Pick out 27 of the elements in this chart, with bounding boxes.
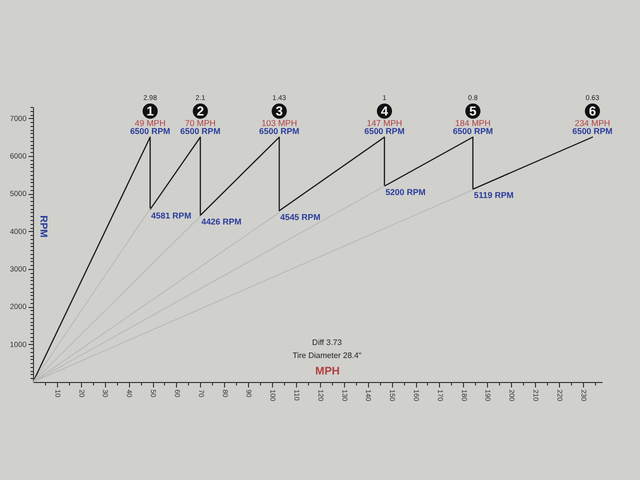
annotation: 6	[588, 104, 596, 119]
data-label: 6500 RPM	[572, 126, 613, 136]
y-axis-title: RPM	[38, 215, 48, 238]
annotation: 2	[196, 104, 204, 119]
data-label: 4581 RPM	[151, 210, 192, 220]
annotation: 1	[146, 104, 154, 119]
data-label: 4545 RPM	[280, 212, 320, 222]
annotation: 70 MPH	[184, 118, 216, 128]
data-label: 6500 RPM	[180, 126, 220, 136]
data-label: 6500 RPM	[452, 126, 493, 136]
annotation: 5	[469, 104, 477, 119]
annotation: Tire Diameter 28.4"	[292, 351, 362, 360]
data-label: 5119 RPM	[474, 190, 514, 200]
annotation: 234 MPH	[574, 118, 610, 128]
data-label: 4426 RPM	[201, 216, 242, 226]
data-label: 6500 RPM	[364, 126, 405, 136]
x-axis-title: MPH	[315, 366, 340, 378]
data-label: 6500 RPM	[259, 126, 300, 136]
annotation: 184 MPH	[455, 118, 491, 128]
annotation: Diff 3.73	[312, 338, 342, 347]
annotation: 3	[276, 104, 283, 119]
data-label: 5200 RPM	[385, 187, 426, 198]
annotation: 49 MPH	[134, 118, 166, 128]
annotation: 147 MPH	[366, 118, 402, 128]
data-label: 6500 RPM	[130, 126, 170, 136]
annotation: 4	[380, 104, 389, 119]
annotation: 103 MPH	[262, 118, 297, 128]
